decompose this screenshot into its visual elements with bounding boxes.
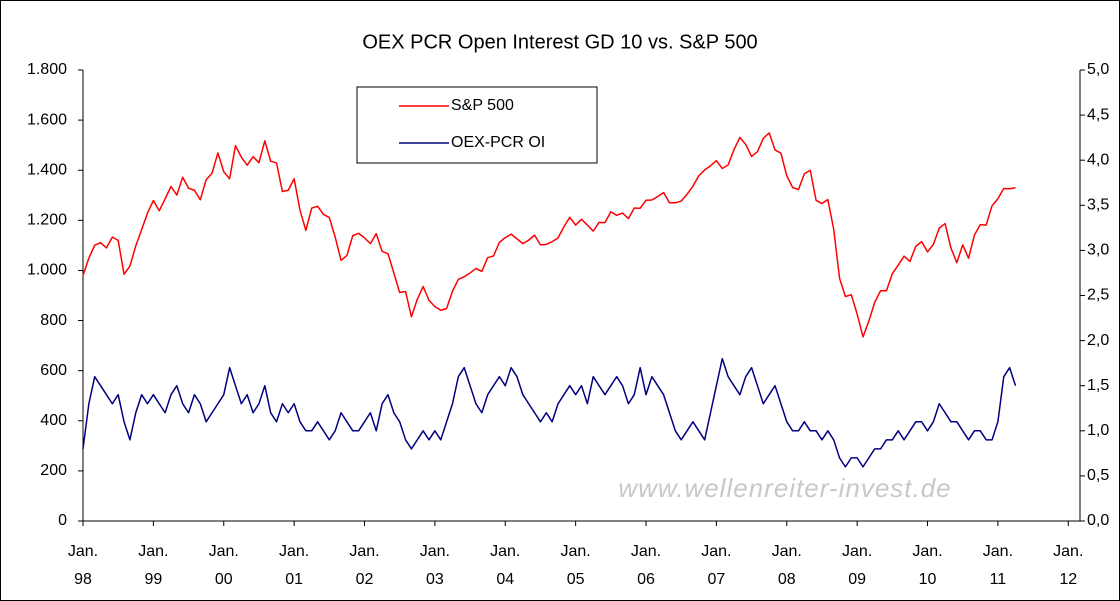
x-tick-label: Jan. 98 bbox=[67, 543, 99, 588]
x-tick-label: Jan. 12 bbox=[1053, 543, 1084, 588]
x-tick-label: Jan. 04 bbox=[490, 543, 521, 588]
x-tick-label: Jan. 06 bbox=[630, 543, 662, 588]
y2-tick-label: 3,5 bbox=[1087, 197, 1109, 214]
y2-tick-label: 1,5 bbox=[1087, 377, 1109, 394]
y2-tick-label: 5,0 bbox=[1087, 61, 1109, 78]
y2-tick-label: 4,5 bbox=[1087, 106, 1109, 123]
y-tick-label: 1.200 bbox=[27, 212, 67, 229]
y-tick-label: 1.400 bbox=[27, 161, 67, 178]
legend-box bbox=[356, 86, 598, 164]
x-tick-label: Jan. 03 bbox=[419, 543, 450, 588]
y-tick-label: 800 bbox=[40, 312, 67, 329]
y2-tick-label: 2,0 bbox=[1087, 332, 1109, 349]
y2-tick-label: 0,5 bbox=[1087, 467, 1109, 484]
y2-tick-label: 3,0 bbox=[1087, 242, 1109, 259]
x-tick-label: Jan. 05 bbox=[560, 543, 591, 588]
x-tick-label: Jan. 11 bbox=[982, 543, 1014, 588]
y-tick-label: 1.600 bbox=[27, 111, 67, 128]
x-tick-label: Jan. 07 bbox=[701, 543, 732, 588]
x-tick-label: Jan. 01 bbox=[279, 543, 310, 588]
legend-label: OEX-PCR OI bbox=[451, 134, 545, 151]
watermark: www.wellenreiter-invest.de bbox=[618, 473, 951, 503]
x-tick-label: Jan. 08 bbox=[771, 543, 802, 588]
x-tick-label: Jan. 02 bbox=[349, 543, 380, 588]
x-tick-label: Jan. 99 bbox=[138, 543, 169, 588]
x-tick-label: Jan. 00 bbox=[208, 543, 239, 588]
series-line bbox=[82, 132, 1016, 338]
y2-tick-label: 1,0 bbox=[1087, 422, 1109, 439]
x-tick-label: Jan. 09 bbox=[842, 543, 873, 588]
chart-title: OEX PCR Open Interest GD 10 vs. S&P 500 bbox=[362, 31, 757, 53]
y2-tick-label: 2,5 bbox=[1087, 287, 1109, 304]
y-tick-label: 0 bbox=[58, 512, 67, 529]
y-tick-label: 1.000 bbox=[27, 262, 67, 279]
legend-label: S&P 500 bbox=[451, 97, 514, 114]
x-tick-label: Jan. 10 bbox=[912, 543, 943, 588]
y-tick-label: 400 bbox=[40, 412, 67, 429]
y2-tick-label: 4,0 bbox=[1087, 151, 1109, 168]
y-tick-label: 600 bbox=[40, 362, 67, 379]
series-line bbox=[82, 357, 1017, 468]
y-tick-label: 200 bbox=[40, 462, 67, 479]
y-tick-label: 1.800 bbox=[27, 61, 67, 78]
y2-tick-label: 0,0 bbox=[1087, 512, 1109, 529]
